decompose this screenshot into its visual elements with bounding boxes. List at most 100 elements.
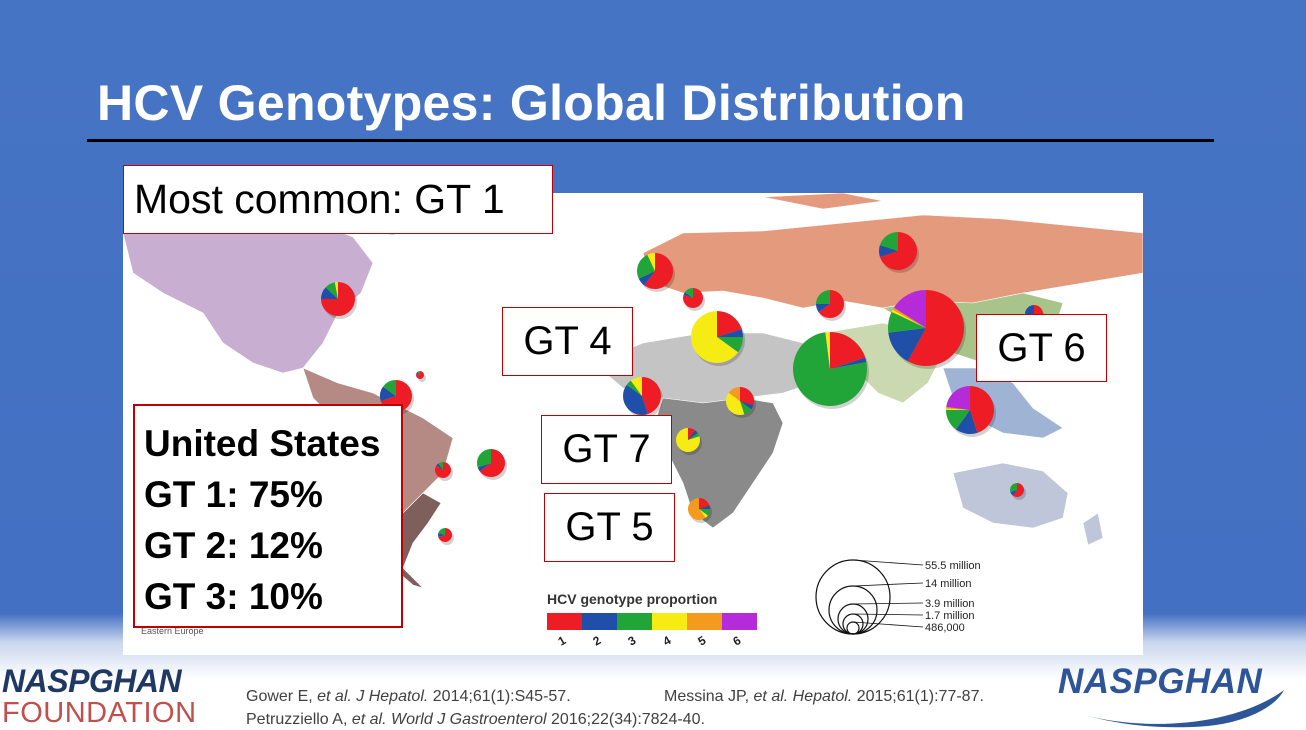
pie-slice-gt1: [740, 387, 754, 406]
size-label: 1.7 million: [925, 610, 975, 622]
us-gt1: GT 1: 75%: [144, 474, 323, 515]
pie-central-europe: [683, 288, 705, 311]
pie-western-europe: [637, 253, 675, 292]
pie-slice-gt1: [644, 253, 673, 289]
pie-caribbean: [416, 371, 426, 382]
pie-slice-gt1: [717, 311, 742, 337]
slide-title: HCV Genotypes: Global Distribution: [97, 75, 966, 131]
pie-slice-gt4: [630, 377, 642, 396]
size-circle: [837, 603, 869, 635]
legend-label-gt2: 2: [591, 633, 604, 649]
pie-south-asia: [793, 332, 869, 409]
pie-slice-gt3: [325, 282, 338, 299]
logo-swoosh-icon: [1088, 690, 1284, 728]
pie-west-africa: [622, 377, 663, 418]
pie-slice-gt4: [676, 428, 700, 453]
pie-slice-gt4: [647, 253, 655, 271]
pie-slice-gt3: [688, 432, 700, 440]
gt6-callout: GT 6: [976, 314, 1107, 382]
pie-slice-gt2: [416, 371, 420, 375]
pie-slice-gt2: [437, 532, 445, 538]
pie-slice-gt1: [688, 428, 696, 440]
legend-region-fragment: Eastern Europe: [141, 626, 204, 636]
pie-slice-gt3: [637, 254, 655, 279]
pie-slice-gt3: [887, 311, 926, 333]
us-gt2: GT 2: 12%: [144, 525, 323, 566]
gt5-callout: GT 5: [544, 493, 675, 562]
pie-slice-gt2: [436, 463, 443, 470]
pie-slice-gt1: [1012, 483, 1024, 497]
gt7-callout: GT 7: [541, 415, 672, 484]
size-circle: [828, 585, 878, 635]
pie-southeast-asia: [946, 386, 996, 437]
pie-andean: [435, 462, 453, 481]
pie-slice-gt3: [383, 380, 396, 396]
pie-slice-gt2: [622, 384, 648, 416]
size-circle: [846, 621, 860, 635]
pie-slice-gt2: [379, 386, 396, 401]
legend-label-gt1: 1: [556, 633, 569, 649]
us-gt3: GT 3: 10%: [144, 576, 323, 617]
pie-slice-gt3: [477, 449, 491, 468]
size-circle: [842, 613, 864, 635]
size-label: 486,000: [925, 622, 965, 634]
pie-slice-gt4: [691, 311, 739, 363]
pie-slice-gt4: [334, 282, 338, 299]
pie-slice-gt4: [726, 392, 745, 415]
pie-slice-gt1: [416, 371, 424, 380]
reference-petruzziello: Petruzziello A, et al. World J Gastroent…: [246, 711, 705, 728]
legend-label-gt3: 3: [626, 633, 639, 649]
pie-slice-gt4: [946, 408, 970, 410]
legend-swatch-gt5: [687, 613, 722, 630]
pie-slice-gt2: [879, 245, 898, 257]
logo-left-foundation: FOUNDATION: [2, 697, 197, 729]
pie-slice-gt3: [1009, 483, 1017, 493]
pie-slice-gt1: [818, 290, 844, 318]
region-australasia: [952, 462, 1104, 546]
size-label: 3.9 million: [925, 598, 975, 610]
pie-slice-gt4: [891, 309, 926, 328]
pie-slice-gt1: [830, 332, 866, 369]
world-map: HCV genotype proportion 1 2 3 4 5 6 55.5 mill…: [123, 193, 1143, 649]
pie-slice-gt2: [955, 410, 978, 434]
reference-messina: Messina JP, et al. Hepatol. 2015;61(1):7…: [664, 688, 984, 705]
pie-slice-gt3: [684, 288, 693, 298]
pie-slice-gt6: [893, 290, 926, 328]
size-label: 14 million: [925, 578, 971, 590]
pie-slice-gt2: [321, 287, 338, 299]
title-divider: [87, 139, 1214, 142]
pie-central-africa: [676, 428, 702, 455]
pie-slice-gt1: [479, 449, 505, 478]
pie-slice-gt3: [626, 380, 642, 396]
pie-central-asia: [816, 290, 846, 321]
logo-left-word: NASPGHAN: [2, 663, 182, 699]
us-heading: United States: [144, 423, 381, 464]
legend-swatch-gt1: [547, 613, 582, 630]
pie-slice-gt3: [946, 410, 970, 430]
legend-label-gt6: 6: [731, 633, 744, 649]
size-circle: [815, 559, 891, 635]
gt4-callout: GT 4: [502, 307, 633, 376]
legend-label-gt5: 5: [696, 633, 709, 649]
pie-slice-gt2: [830, 357, 867, 369]
legend-swatch-gt2: [582, 613, 617, 630]
pie-slice-gt2: [699, 505, 710, 509]
united-states-box: United States GT 1: 75% GT 2: 12% GT 3: …: [133, 404, 403, 628]
pie-slice-gt5: [946, 406, 970, 410]
pie-slice-gt1: [970, 386, 994, 433]
pie-east-africa: [726, 387, 756, 418]
pie-slice-gt2: [816, 304, 830, 313]
pie-southern-latin-america: [437, 528, 454, 545]
pie-north-america: [321, 282, 357, 319]
pie-slice-gt2: [683, 292, 693, 298]
legend-swatch-gt3: [617, 613, 652, 630]
pie-slice-gt5: [728, 387, 740, 401]
pie-russia: [879, 232, 919, 273]
pie-north-africa-middle-east: [691, 311, 745, 366]
pie-slice-gt6: [946, 386, 970, 410]
pie-slice-gt3: [438, 462, 443, 470]
pie-slice-gt3: [879, 232, 898, 251]
reference-gower: Gower E, et al. J Hepatol. 2014;61(1):S4…: [246, 688, 571, 705]
logo-right-word: NASPGHAN: [1058, 662, 1263, 701]
pie-slice-gt3: [740, 401, 752, 415]
